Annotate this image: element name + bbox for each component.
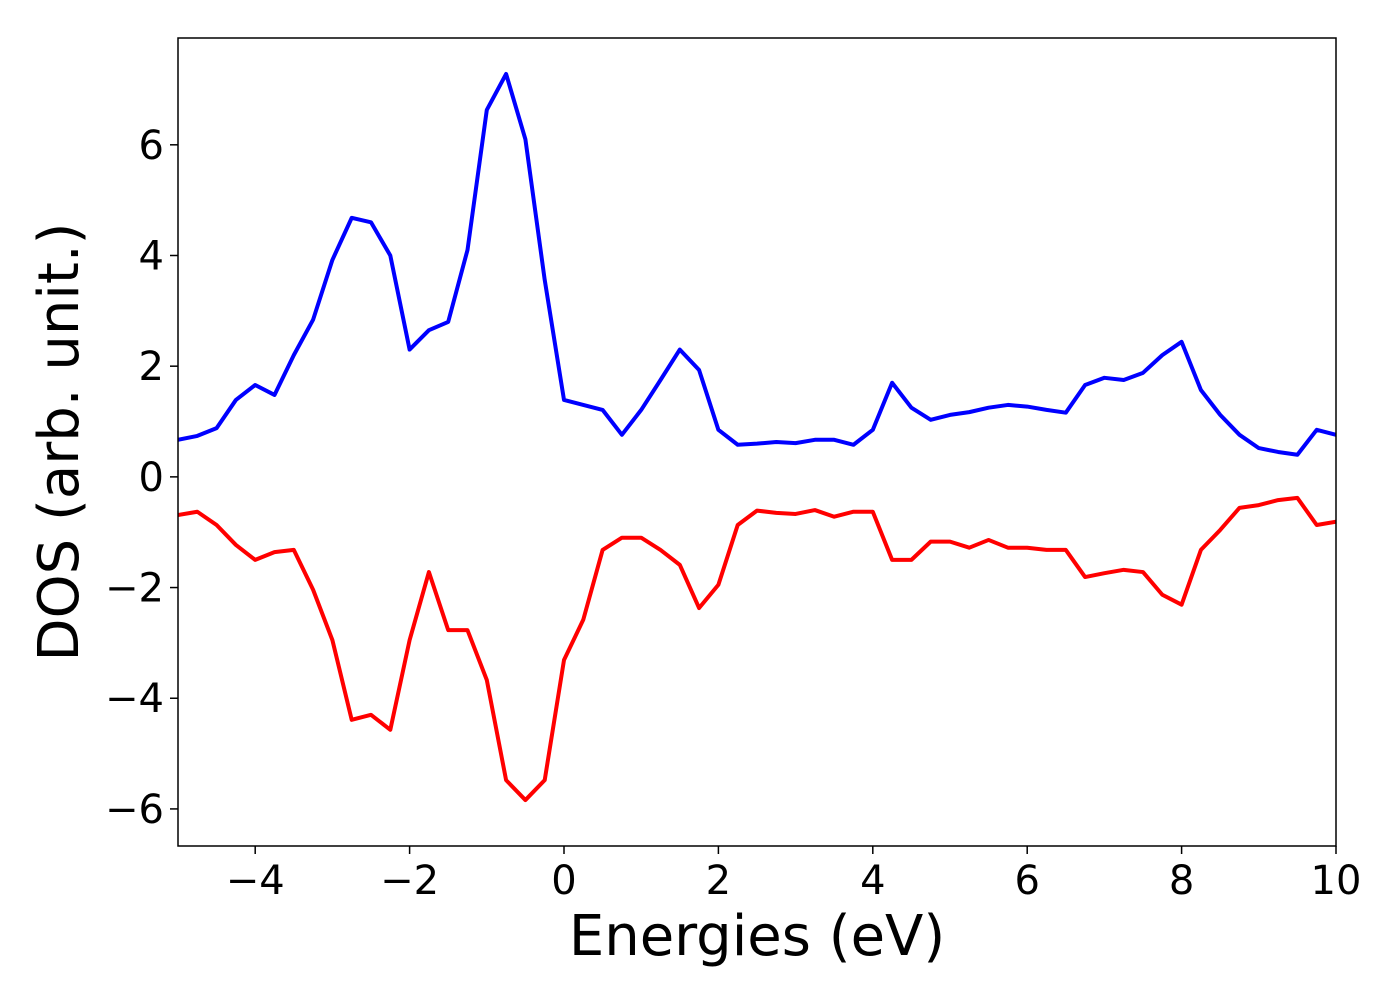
x-tick-label: −4 [226, 858, 285, 904]
y-tick-label: −4 [105, 676, 164, 722]
y-tick-label: 6 [139, 123, 164, 169]
y-tick-label: 0 [139, 455, 164, 501]
x-tick-label: 2 [706, 858, 731, 904]
y-tick-label: 2 [139, 344, 164, 390]
x-tick-label: 0 [551, 858, 576, 904]
x-tick-label: −2 [380, 858, 439, 904]
y-axis-label: DOS (arb. unit.) [27, 222, 92, 661]
line-series [178, 495, 1336, 803]
y-tick-label: −2 [105, 566, 164, 612]
x-tick-label: 4 [860, 858, 885, 904]
x-axis-label: Energies (eV) [569, 904, 945, 969]
y-tick-label: 4 [139, 233, 164, 279]
x-tick-label: 6 [1014, 858, 1039, 904]
y-tick-label: −6 [105, 787, 164, 833]
line-series [178, 71, 1336, 457]
plot-frame [177, 37, 1337, 847]
x-tick-label: 8 [1169, 858, 1194, 904]
x-tick-label: 10 [1311, 858, 1362, 904]
